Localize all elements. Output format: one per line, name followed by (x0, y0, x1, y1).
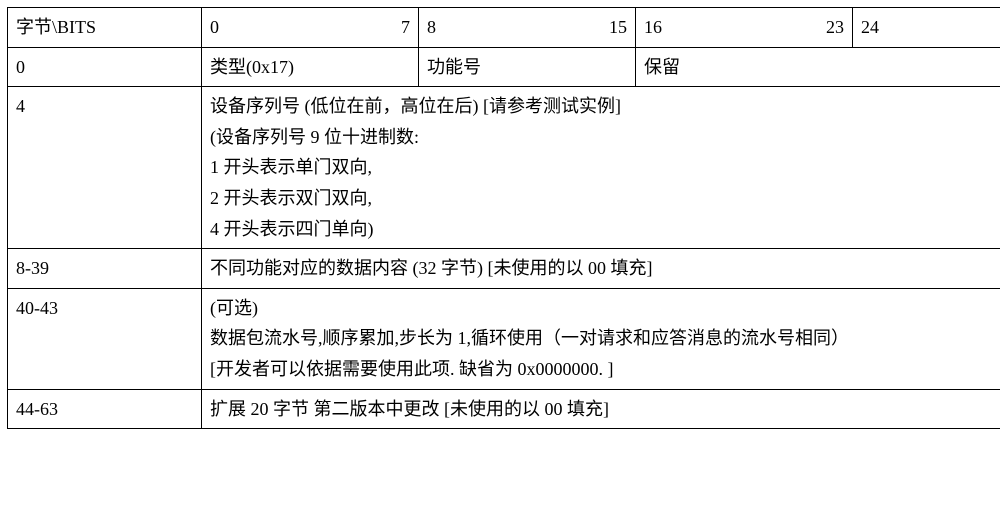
offset-cell: 44-63 (8, 389, 202, 429)
cell-type: 类型(0x17) (202, 47, 419, 87)
bits-end: 15 (609, 12, 627, 43)
header-row: 字节\BITS 0 7 8 15 16 23 24 31 (8, 8, 1000, 48)
offset-cell: 40-43 (8, 288, 202, 389)
bits-range-1: 8 15 (419, 8, 636, 48)
protocol-table: 字节\BITS 0 7 8 15 16 23 24 31 (7, 7, 1000, 429)
bits-start: 16 (644, 12, 662, 43)
table-row: 40-43 (可选) 数据包流水号,顺序累加,步长为 1,循环使用（一对请求和应… (8, 288, 1000, 389)
cell-funcnum: 功能号 (419, 47, 636, 87)
table-row: 0 类型(0x17) 功能号 保留 (8, 47, 1000, 87)
cell-extension: 扩展 20 字节 第二版本中更改 [未使用的以 00 填充] (202, 389, 1000, 429)
header-label-cell: 字节\BITS (8, 8, 202, 48)
offset-cell: 0 (8, 47, 202, 87)
bits-end: 7 (401, 12, 410, 43)
table-row: 44-63 扩展 20 字节 第二版本中更改 [未使用的以 00 填充] (8, 389, 1000, 429)
bits-start: 8 (427, 12, 436, 43)
bits-range-2: 16 23 (636, 8, 853, 48)
cell-reserved: 保留 (636, 47, 1000, 87)
offset-cell: 8-39 (8, 249, 202, 289)
bits-start: 0 (210, 12, 219, 43)
cell-seqnum: (可选) 数据包流水号,顺序累加,步长为 1,循环使用（一对请求和应答消息的流水… (202, 288, 1000, 389)
offset-cell: 4 (8, 87, 202, 249)
bits-range-3: 24 31 (853, 8, 1000, 48)
table-row: 4 设备序列号 (低位在前，高位在后) [请参考测试实例] (设备序列号 9 位… (8, 87, 1000, 249)
bits-start: 24 (861, 12, 879, 43)
bits-range-0: 0 7 (202, 8, 419, 48)
cell-data-content: 不同功能对应的数据内容 (32 字节) [未使用的以 00 填充] (202, 249, 1000, 289)
table-row: 8-39 不同功能对应的数据内容 (32 字节) [未使用的以 00 填充] (8, 249, 1000, 289)
bits-end: 23 (826, 12, 844, 43)
cell-serial-desc: 设备序列号 (低位在前，高位在后) [请参考测试实例] (设备序列号 9 位十进… (202, 87, 1000, 249)
